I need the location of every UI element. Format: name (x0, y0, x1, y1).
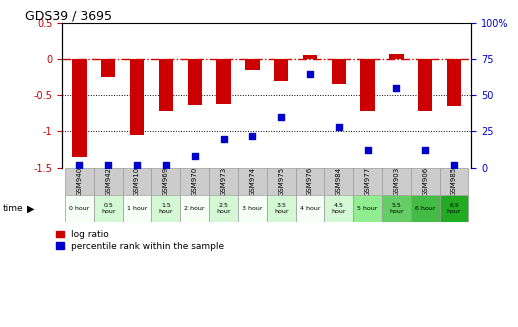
Text: 3.5
hour: 3.5 hour (274, 203, 289, 214)
Text: GSM977: GSM977 (365, 167, 371, 196)
FancyBboxPatch shape (209, 168, 238, 195)
Text: 6 hour: 6 hour (415, 206, 436, 211)
FancyBboxPatch shape (353, 195, 382, 222)
Point (421, 148, 429, 153)
FancyBboxPatch shape (94, 168, 123, 195)
FancyBboxPatch shape (123, 168, 151, 195)
Text: GSM969: GSM969 (163, 167, 169, 196)
FancyBboxPatch shape (324, 168, 353, 195)
Bar (389, 54, 404, 59)
Point (75, 162, 83, 167)
Text: GSM970: GSM970 (192, 167, 198, 196)
FancyBboxPatch shape (238, 195, 267, 222)
FancyBboxPatch shape (324, 195, 353, 222)
Text: GDS39 / 3695: GDS39 / 3695 (25, 10, 112, 23)
Text: 0.5
hour: 0.5 hour (101, 203, 116, 214)
FancyBboxPatch shape (123, 195, 151, 222)
Point (220, 136, 228, 141)
Point (191, 153, 199, 159)
FancyBboxPatch shape (65, 168, 94, 195)
Text: ▶: ▶ (27, 204, 34, 214)
Point (248, 133, 256, 138)
Point (364, 148, 372, 153)
Point (392, 85, 400, 91)
Bar (332, 59, 346, 84)
Text: 3 hour: 3 hour (242, 206, 263, 211)
Text: 2.5
hour: 2.5 hour (217, 203, 231, 214)
FancyBboxPatch shape (180, 195, 209, 222)
Bar (303, 56, 317, 59)
Bar (159, 59, 173, 111)
Bar (217, 59, 231, 104)
Text: GSM940: GSM940 (77, 167, 82, 196)
FancyBboxPatch shape (267, 195, 296, 222)
Text: time: time (3, 204, 23, 213)
FancyBboxPatch shape (65, 195, 94, 222)
Bar (418, 59, 433, 111)
Point (277, 114, 285, 120)
Text: GSM975: GSM975 (278, 167, 284, 196)
FancyBboxPatch shape (209, 195, 238, 222)
Point (133, 162, 141, 167)
Text: GSM985: GSM985 (451, 167, 457, 196)
FancyBboxPatch shape (180, 168, 209, 195)
Text: GSM984: GSM984 (336, 167, 342, 196)
Bar (447, 59, 462, 106)
FancyBboxPatch shape (296, 195, 324, 222)
FancyBboxPatch shape (440, 195, 468, 222)
FancyBboxPatch shape (382, 168, 411, 195)
Bar (101, 59, 116, 77)
Text: 0 hour: 0 hour (69, 206, 90, 211)
FancyBboxPatch shape (94, 195, 123, 222)
Legend: log ratio, percentile rank within the sample: log ratio, percentile rank within the sa… (56, 230, 224, 251)
FancyBboxPatch shape (238, 168, 267, 195)
Point (104, 162, 112, 167)
FancyBboxPatch shape (440, 168, 468, 195)
Bar (361, 59, 375, 111)
Bar (274, 59, 289, 81)
Text: GSM903: GSM903 (394, 167, 399, 196)
Point (450, 162, 458, 167)
Point (335, 125, 343, 130)
FancyBboxPatch shape (382, 195, 411, 222)
FancyBboxPatch shape (151, 168, 180, 195)
Text: 2 hour: 2 hour (184, 206, 205, 211)
Text: 5 hour: 5 hour (357, 206, 378, 211)
Text: GSM910: GSM910 (134, 167, 140, 196)
FancyBboxPatch shape (411, 195, 440, 222)
Text: 1 hour: 1 hour (127, 206, 147, 211)
Text: GSM973: GSM973 (221, 167, 226, 196)
Text: 6.5
hour: 6.5 hour (447, 203, 462, 214)
Text: GSM976: GSM976 (307, 167, 313, 196)
Text: 4.5
hour: 4.5 hour (332, 203, 346, 214)
FancyBboxPatch shape (151, 195, 180, 222)
Bar (245, 59, 260, 70)
FancyBboxPatch shape (267, 168, 296, 195)
Text: 4 hour: 4 hour (300, 206, 320, 211)
Text: GSM974: GSM974 (249, 167, 255, 196)
Bar (130, 59, 145, 135)
FancyBboxPatch shape (411, 168, 440, 195)
Text: 5.5
hour: 5.5 hour (389, 203, 404, 214)
Bar (188, 59, 202, 105)
Bar (72, 59, 87, 157)
FancyBboxPatch shape (353, 168, 382, 195)
Point (162, 162, 170, 167)
Text: 1.5
hour: 1.5 hour (159, 203, 173, 214)
Text: GSM906: GSM906 (422, 167, 428, 196)
FancyBboxPatch shape (296, 168, 324, 195)
Point (306, 71, 314, 76)
Text: GSM942: GSM942 (105, 167, 111, 196)
